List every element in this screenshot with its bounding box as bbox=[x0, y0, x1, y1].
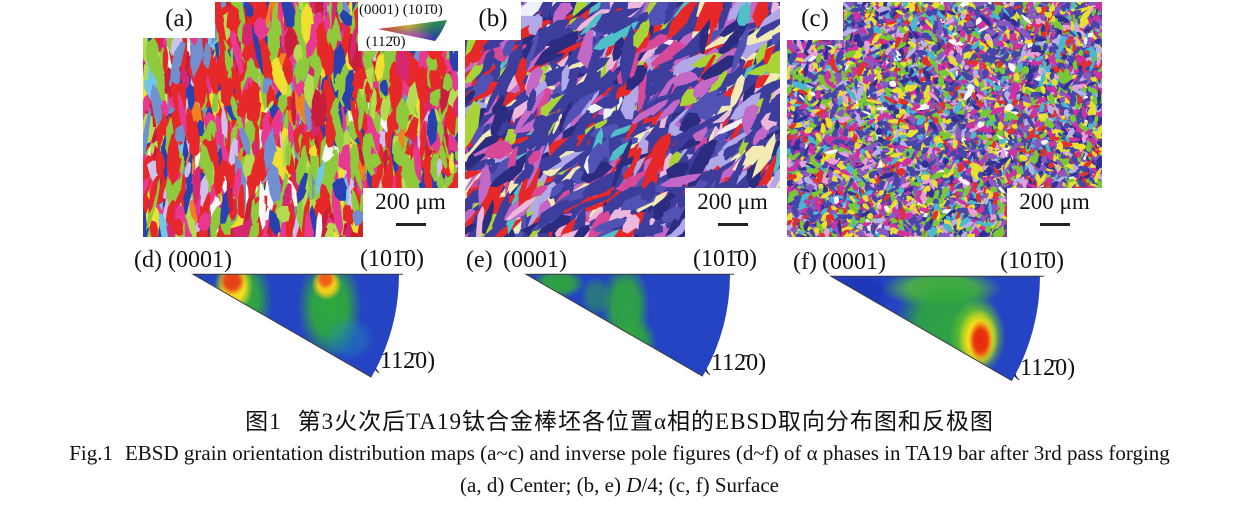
panel-label-b: (b) bbox=[478, 5, 508, 32]
panel-label-a: (a) bbox=[165, 5, 193, 32]
scale-bar-line-c bbox=[1039, 223, 1070, 226]
color-key-1010-label: (101̄0) bbox=[402, 2, 443, 18]
panel-label-c: (c) bbox=[801, 5, 829, 32]
ebsd-map-panel-a: (a) (0001) (101̄0) bbox=[143, 2, 458, 237]
subcaption-prefix: (a, d) Center; (b, e) bbox=[460, 473, 627, 497]
scale-bar-line-a bbox=[395, 223, 426, 226]
scale-bar-box-b: 200 μm bbox=[685, 188, 780, 237]
ipf-e-0001-label: (0001) bbox=[503, 247, 567, 273]
figure-number-en: Fig.1 bbox=[69, 441, 113, 465]
panel-label-e: (e) bbox=[466, 247, 493, 273]
ebsd-map-panel-b: (b) 200 μm bbox=[465, 2, 780, 237]
panel-label-notch-b: (b) bbox=[465, 2, 521, 40]
panel-label-notch-c: (c) bbox=[787, 2, 843, 40]
scale-bar-box-c: 200 μm bbox=[1007, 188, 1102, 237]
ipf-color-key: (0001) (101̄0) bbox=[358, 2, 458, 51]
figure-caption-zh: 图1 第3火次后TA19钛合金棒坯各位置α相的EBSD取向分布图和反极图 bbox=[0, 402, 1239, 436]
scale-bar-line-b bbox=[717, 223, 748, 226]
figure-title-zh: 第3火次后TA19钛合金棒坯各位置α相的EBSD取向分布图和反极图 bbox=[297, 409, 994, 434]
color-key-1120-label: (112̄0) bbox=[366, 34, 406, 50]
figure-title-en: EBSD grain orientation distribution maps… bbox=[124, 441, 1170, 465]
panel-label-f: (f) bbox=[793, 249, 817, 275]
ipf-f-0001-label: (0001) bbox=[822, 249, 886, 275]
ipf-d-1010-label: (101̄0) bbox=[360, 246, 424, 272]
ipf-f-1010-label: (101̄0) bbox=[1000, 248, 1064, 274]
figure-subcaption: (a, d) Center; (b, e) D/4; (c, f) Surfac… bbox=[0, 473, 1239, 498]
color-key-top-labels: (0001) (101̄0) bbox=[359, 2, 458, 19]
ipf-wedge-e bbox=[524, 273, 734, 377]
scale-bar-box-a: 200 μm bbox=[363, 188, 458, 237]
ipf-wedge-d bbox=[191, 273, 403, 378]
ipf-e-1010-label: (101̄0) bbox=[693, 246, 757, 272]
scale-bar-label-a: 200 μm bbox=[375, 189, 446, 214]
color-key-0001-label: (0001) bbox=[359, 2, 399, 18]
scale-bar-label-c: 200 μm bbox=[1019, 189, 1090, 214]
scale-bar-label-b: 200 μm bbox=[697, 189, 768, 214]
ebsd-map-panel-c: (c) 200 μm bbox=[787, 2, 1102, 237]
figure-caption-en: Fig.1 EBSD grain orientation distribution… bbox=[0, 441, 1239, 466]
color-key-triangle bbox=[378, 20, 447, 41]
panel-label-notch-a: (a) bbox=[143, 2, 215, 38]
ipf-d-0001-label: (0001) bbox=[168, 247, 232, 273]
subcaption-italic-d: D bbox=[626, 473, 642, 497]
subcaption-suffix: /4; (c, f) Surface bbox=[641, 473, 779, 497]
panel-label-d: (d) bbox=[134, 247, 162, 273]
figure-number-zh: 图1 bbox=[245, 409, 282, 434]
ipf-wedge-f bbox=[829, 275, 1044, 382]
